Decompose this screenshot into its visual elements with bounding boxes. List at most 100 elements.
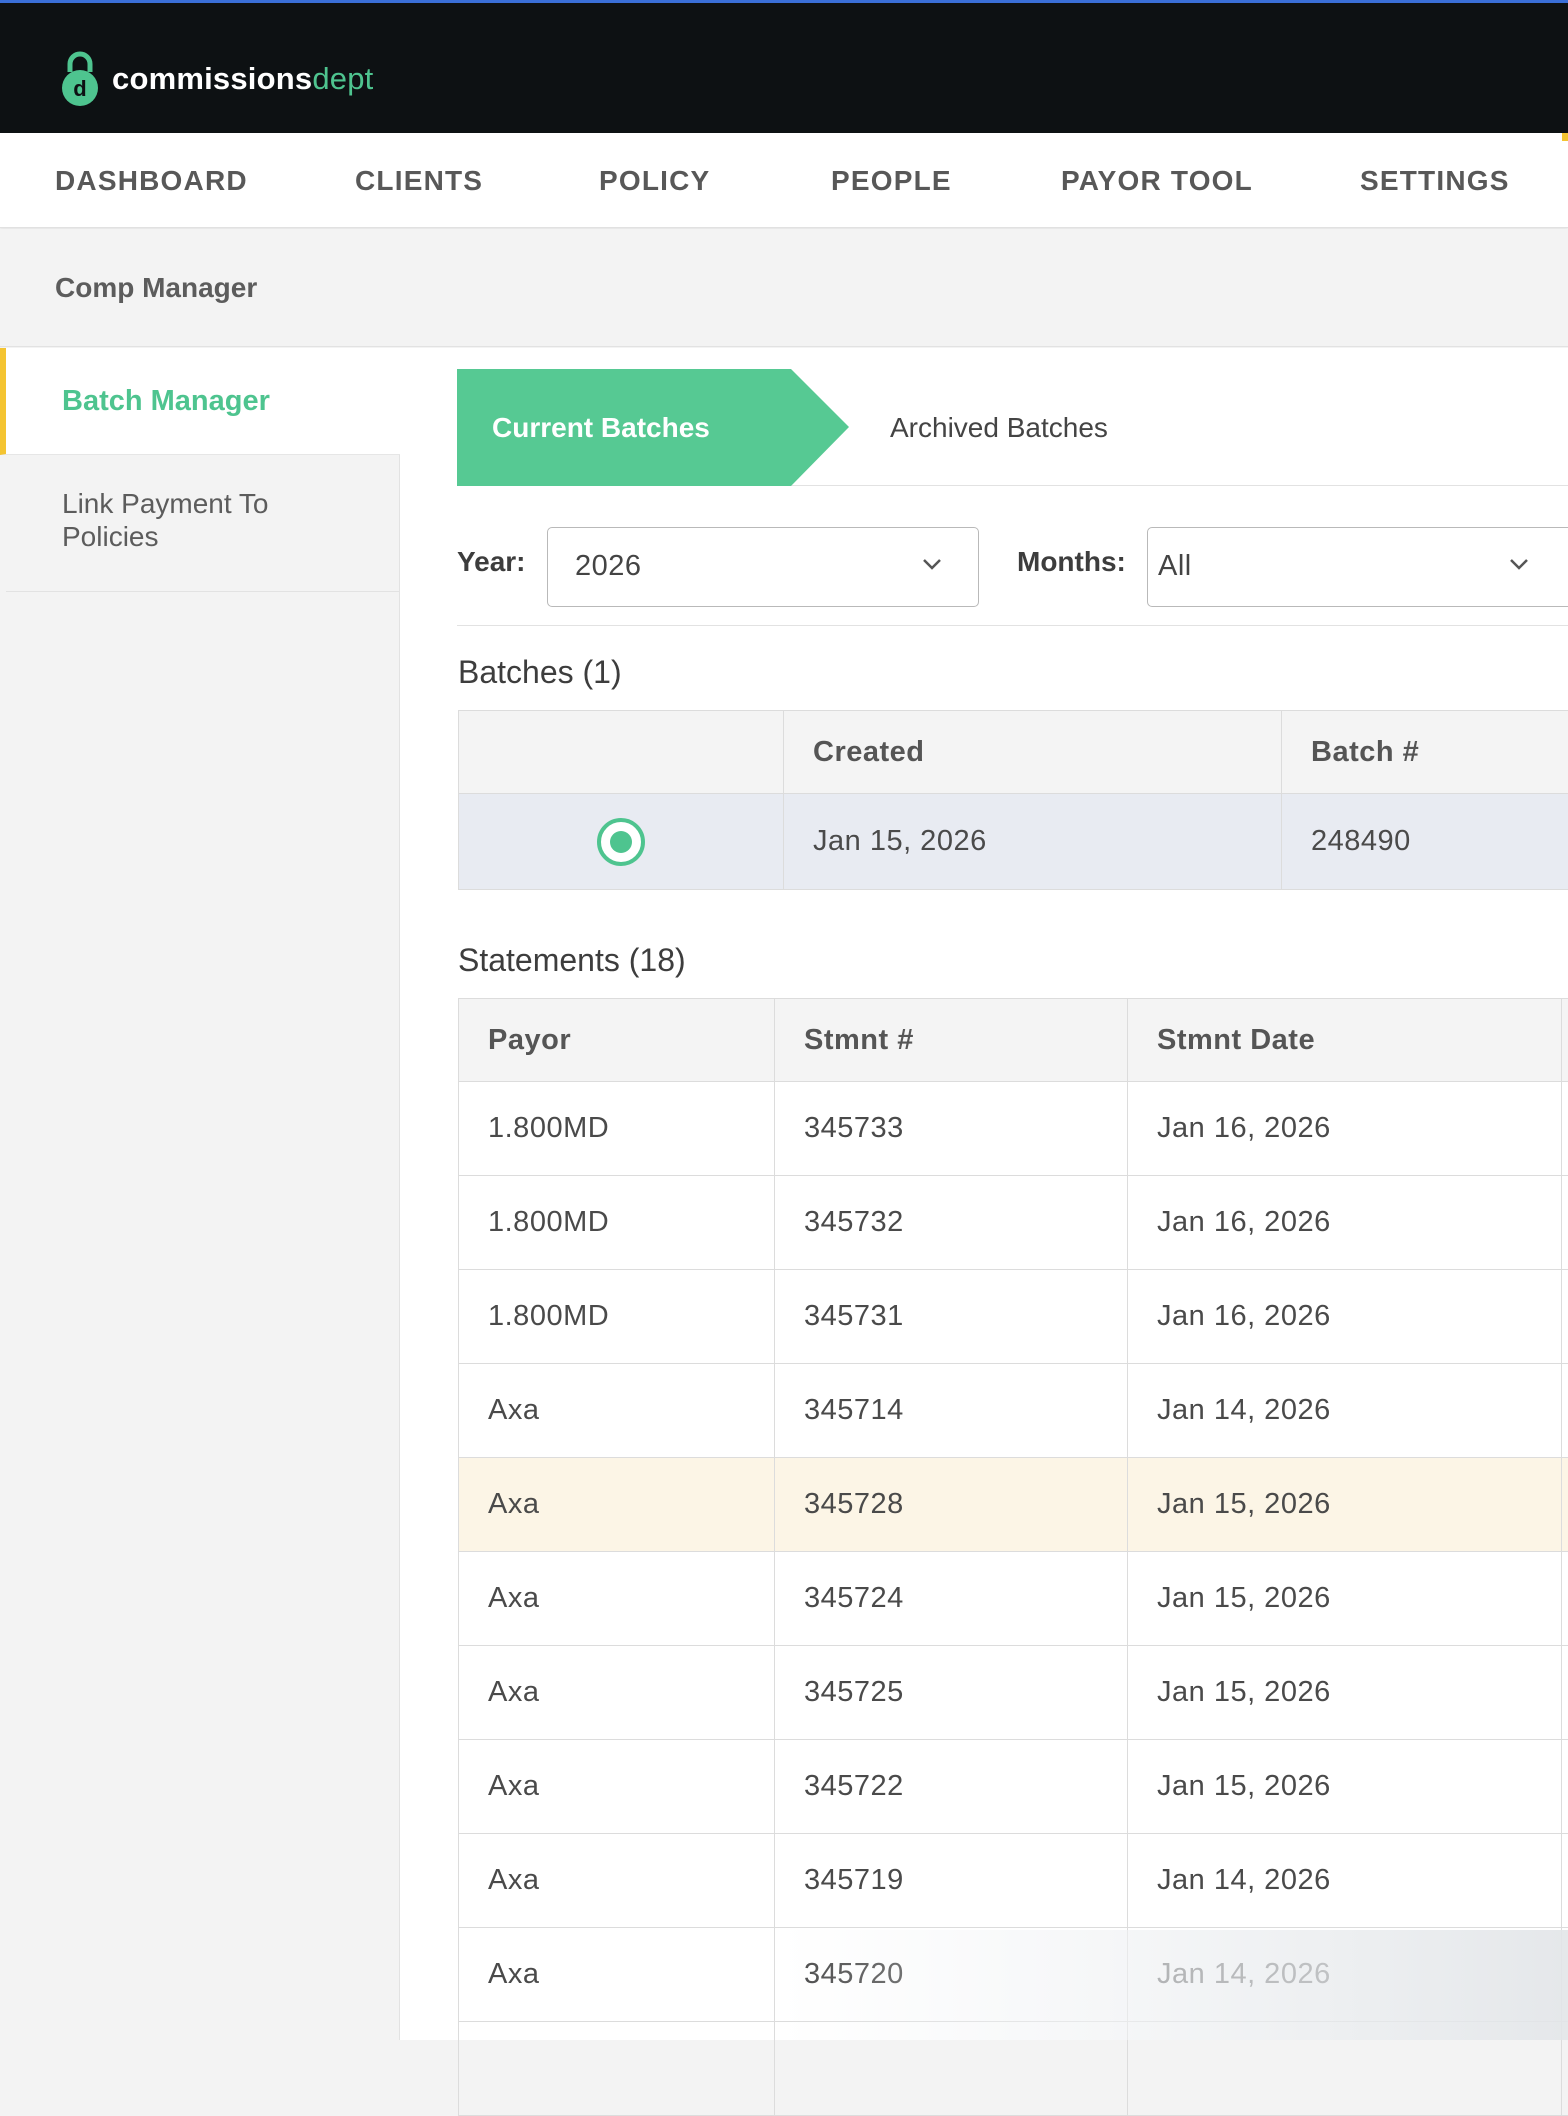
batches-table: Created Batch # Jan 15, 2026 248490 [458,710,1568,890]
statement-number-cell: 345720 [775,1928,1128,2022]
sidebar-item-batch-manager[interactable]: Batch Manager [0,348,400,455]
section-title: Comp Manager [55,229,257,347]
column-header[interactable]: Batch # [1282,711,1568,794]
chevron-down-icon [1509,558,1529,572]
nav-dashboard[interactable]: DASHBOARD [55,133,248,228]
brand-name-secondary: dept [312,61,373,96]
statement-number-cell: 345714 [775,1364,1128,1458]
payor-cell: 1.800MD [459,1270,775,1364]
statement-number-cell: 345724 [775,1552,1128,1646]
tab-label: Current Batches [492,369,710,486]
overflow-cell [1562,1740,1568,1834]
payor-cell: Axa [459,1458,775,1552]
section-header: Comp Manager [0,229,1568,347]
table-row[interactable]: Jan 15, 2026 248490 [459,794,1568,890]
statement-date-cell: Jan 15, 2026 [1128,1740,1562,1834]
batch-select-radio[interactable] [597,818,645,866]
column-header[interactable]: Stmnt Date [1128,999,1562,1082]
nav-people[interactable]: PEOPLE [831,133,952,228]
brand-name-primary: commissions [112,61,312,96]
statement-date-cell: Jan 14, 2026 [1128,1928,1562,2022]
payor-cell: 1.800MD [459,1176,775,1270]
table-header-row: Created Batch # [459,711,1568,794]
sidebar: Batch Manager Link Payment To Policies [6,348,400,2040]
batches-title: Batches (1) [458,654,622,691]
statement-number-cell: 345733 [775,1082,1128,1176]
tab-archived-batches[interactable]: Archived Batches [890,369,1108,486]
payor-cell: Axa [459,1646,775,1740]
payor-cell [459,2022,775,2116]
overflow-cell [1562,1176,1568,1270]
batch-number-cell: 248490 [1282,794,1568,890]
padlock-icon: d [58,50,102,108]
nav-clients[interactable]: CLIENTS [355,133,483,228]
tab-current-batches[interactable]: Current Batches [457,369,849,486]
column-header [1562,999,1568,1082]
brand-logo[interactable]: d commissionsdept [58,49,373,109]
chevron-down-icon [922,558,942,572]
main-nav: DASHBOARD CLIENTS POLICY PEOPLE PAYOR TO… [0,133,1568,228]
table-row[interactable] [459,2022,1568,2116]
table-header-row: Payor Stmnt # Stmnt Date [459,999,1568,1082]
column-header[interactable]: Created [784,711,1282,794]
statement-number-cell: 345719 [775,1834,1128,1928]
payor-cell: Axa [459,1552,775,1646]
overflow-cell [1562,1646,1568,1740]
payor-cell: 1.800MD [459,1082,775,1176]
overflow-cell [1562,1364,1568,1458]
statement-number-cell: 345732 [775,1176,1128,1270]
column-header[interactable]: Payor [459,999,775,1082]
statement-date-cell: Jan 16, 2026 [1128,1270,1562,1364]
overflow-cell [1562,1082,1568,1176]
overflow-cell [1562,1552,1568,1646]
overflow-cell [1562,2022,1568,2116]
nav-payor-tool[interactable]: PAYOR TOOL [1061,133,1253,228]
brand-name: commissionsdept [112,61,373,97]
svg-text:d: d [73,76,86,101]
nav-accent-marker [1562,133,1568,141]
year-select-value: 2026 [575,528,642,604]
payor-cell: Axa [459,1740,775,1834]
year-select[interactable]: 2026 [547,527,979,607]
payor-cell: Axa [459,1364,775,1458]
sidebar-item-link-payment[interactable]: Link Payment To Policies [6,455,400,592]
nav-policy[interactable]: POLICY [599,133,710,228]
statement-date-cell: Jan 15, 2026 [1128,1552,1562,1646]
statement-date-cell: Jan 16, 2026 [1128,1176,1562,1270]
statement-number-cell: 345731 [775,1270,1128,1364]
overflow-cell [1562,1270,1568,1364]
select-cell[interactable] [459,794,784,890]
overflow-cell [1562,1458,1568,1552]
column-header [459,711,784,794]
top-bar: d commissionsdept [0,0,1568,133]
batch-tabs: Current Batches Archived Batches [457,369,1568,486]
statement-date-cell: Jan 14, 2026 [1128,1364,1562,1458]
statement-date-cell: Jan 15, 2026 [1128,1458,1562,1552]
statements-title: Statements (18) [458,942,686,979]
months-label: Months: [1017,486,1126,638]
overflow-cell [1562,1928,1568,2022]
overflow-cell [1562,1834,1568,1928]
months-select[interactable]: All [1147,527,1568,607]
nav-settings[interactable]: SETTINGS [1360,133,1510,228]
created-cell: Jan 15, 2026 [784,794,1282,890]
statement-date-cell: Jan 14, 2026 [1128,1834,1562,1928]
statement-date-cell: Jan 16, 2026 [1128,1082,1562,1176]
column-header[interactable]: Stmnt # [775,999,1128,1082]
statement-number-cell: 345725 [775,1646,1128,1740]
statement-number-cell: 345722 [775,1740,1128,1834]
sidebar-item-label: Batch Manager [62,348,270,455]
sidebar-item-label: Link Payment To Policies [62,487,352,553]
payor-cell: Axa [459,1834,775,1928]
